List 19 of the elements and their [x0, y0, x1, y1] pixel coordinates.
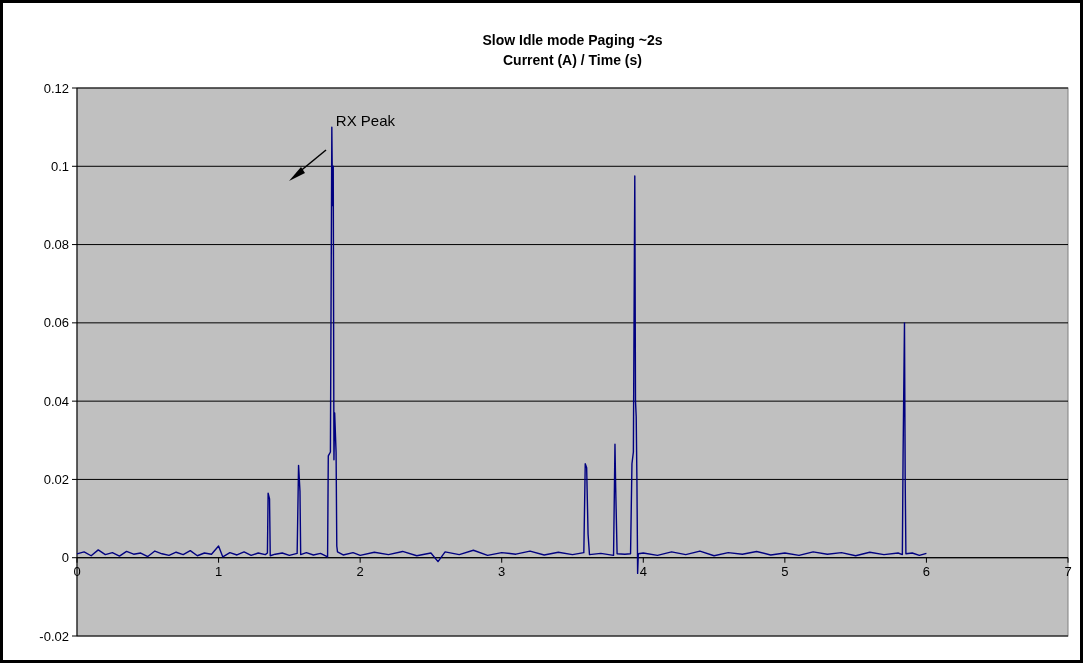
- y-tick-label: 0.08: [43, 237, 69, 253]
- chart-subtitle: Current (A) / Time (s): [503, 52, 642, 68]
- y-tick-label: 0: [61, 550, 69, 566]
- x-tick-label: 6: [922, 563, 931, 579]
- x-tick-label: 5: [781, 563, 789, 579]
- y-tick-label: 0.12: [43, 80, 69, 96]
- y-tick-label: 0.06: [43, 315, 69, 331]
- y-tick-label: 0.02: [43, 471, 69, 487]
- x-tick-label: 7: [1064, 563, 1072, 579]
- x-tick-label: 2: [356, 563, 364, 579]
- annotation: RX Peak: [335, 112, 396, 129]
- y-tick-label: 0.04: [43, 393, 69, 409]
- y-tick-label: 0.1: [50, 158, 69, 174]
- x-tick-label: 4: [639, 563, 647, 579]
- y-tick-label: -0.02: [39, 628, 69, 644]
- chart-title: Slow Idle mode Paging ~2s: [482, 32, 663, 48]
- x-tick-label: 1: [214, 563, 223, 579]
- x-tick-label: 3: [498, 563, 506, 579]
- line-series: [76, 126, 928, 575]
